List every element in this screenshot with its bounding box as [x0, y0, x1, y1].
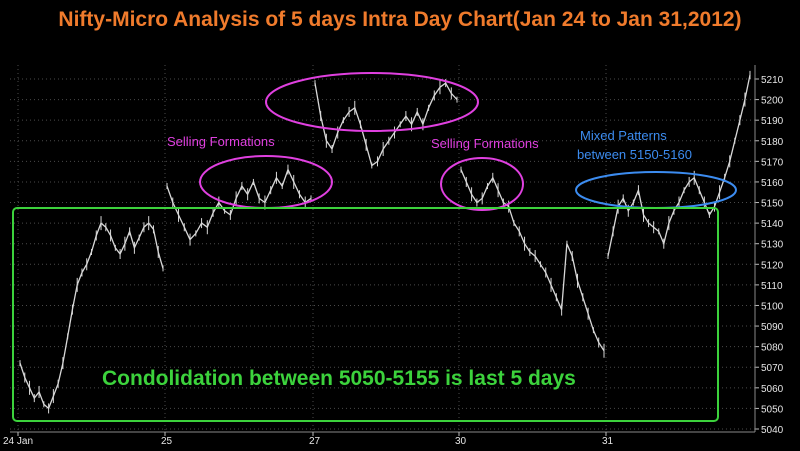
y-tick-label: 5200	[761, 96, 784, 107]
x-axis-ticks: 24 Jan 25 27 30 31	[3, 431, 755, 447]
y-tick-label: 5170	[761, 157, 784, 168]
y-tick-label: 5060	[761, 384, 784, 395]
y-tick-label: 5040	[761, 425, 784, 436]
top-pattern-ellipse	[265, 72, 479, 132]
y-tick-label: 5080	[761, 343, 784, 354]
x-tick-label: 25	[161, 436, 173, 447]
y-tick-label: 5090	[761, 322, 784, 333]
y-tick-label: 5120	[761, 260, 784, 271]
x-tick-label: 24 Jan	[3, 436, 33, 447]
grid	[10, 78, 755, 430]
consolidation-box	[12, 207, 719, 422]
price-line-session	[460, 169, 605, 352]
x-tick-label: 31	[602, 436, 614, 447]
x-tick-label: 27	[309, 436, 321, 447]
chart-title: Nifty-Micro Analysis of 5 days Intra Day…	[58, 8, 742, 31]
y-tick-label: 5100	[761, 301, 784, 312]
selling-formation-label-1: Selling Formations	[167, 134, 275, 149]
y-tick-label: 5140	[761, 219, 784, 230]
y-tick-label: 5210	[761, 75, 784, 86]
mixed-patterns-label-line2: between 5150-5160	[577, 147, 692, 162]
y-tick-label: 5180	[761, 137, 784, 148]
y-tick-label: 5190	[761, 116, 784, 127]
y-tick-label: 5050	[761, 404, 784, 415]
y-axis-ticks: 5040 5050 5060 5070 5080 5090 5100 5110 5120 5130…	[754, 65, 784, 436]
consolidation-label: Condolidation between 5050-5155 is last …	[102, 367, 576, 390]
selling-formation-label-2: Selling Formations	[431, 136, 539, 151]
y-tick-label: 5070	[761, 363, 784, 374]
y-tick-label: 5160	[761, 178, 784, 189]
mixed-patterns-label-line1: Mixed Patterns	[580, 128, 667, 143]
y-tick-label: 5150	[761, 199, 784, 210]
price-series	[19, 70, 751, 414]
x-tick-label: 30	[455, 436, 467, 447]
y-tick-label: 5110	[761, 281, 783, 292]
y-tick-label: 5130	[761, 240, 784, 251]
selling-formation-ellipse-2	[440, 157, 524, 211]
price-line-session	[166, 167, 312, 241]
